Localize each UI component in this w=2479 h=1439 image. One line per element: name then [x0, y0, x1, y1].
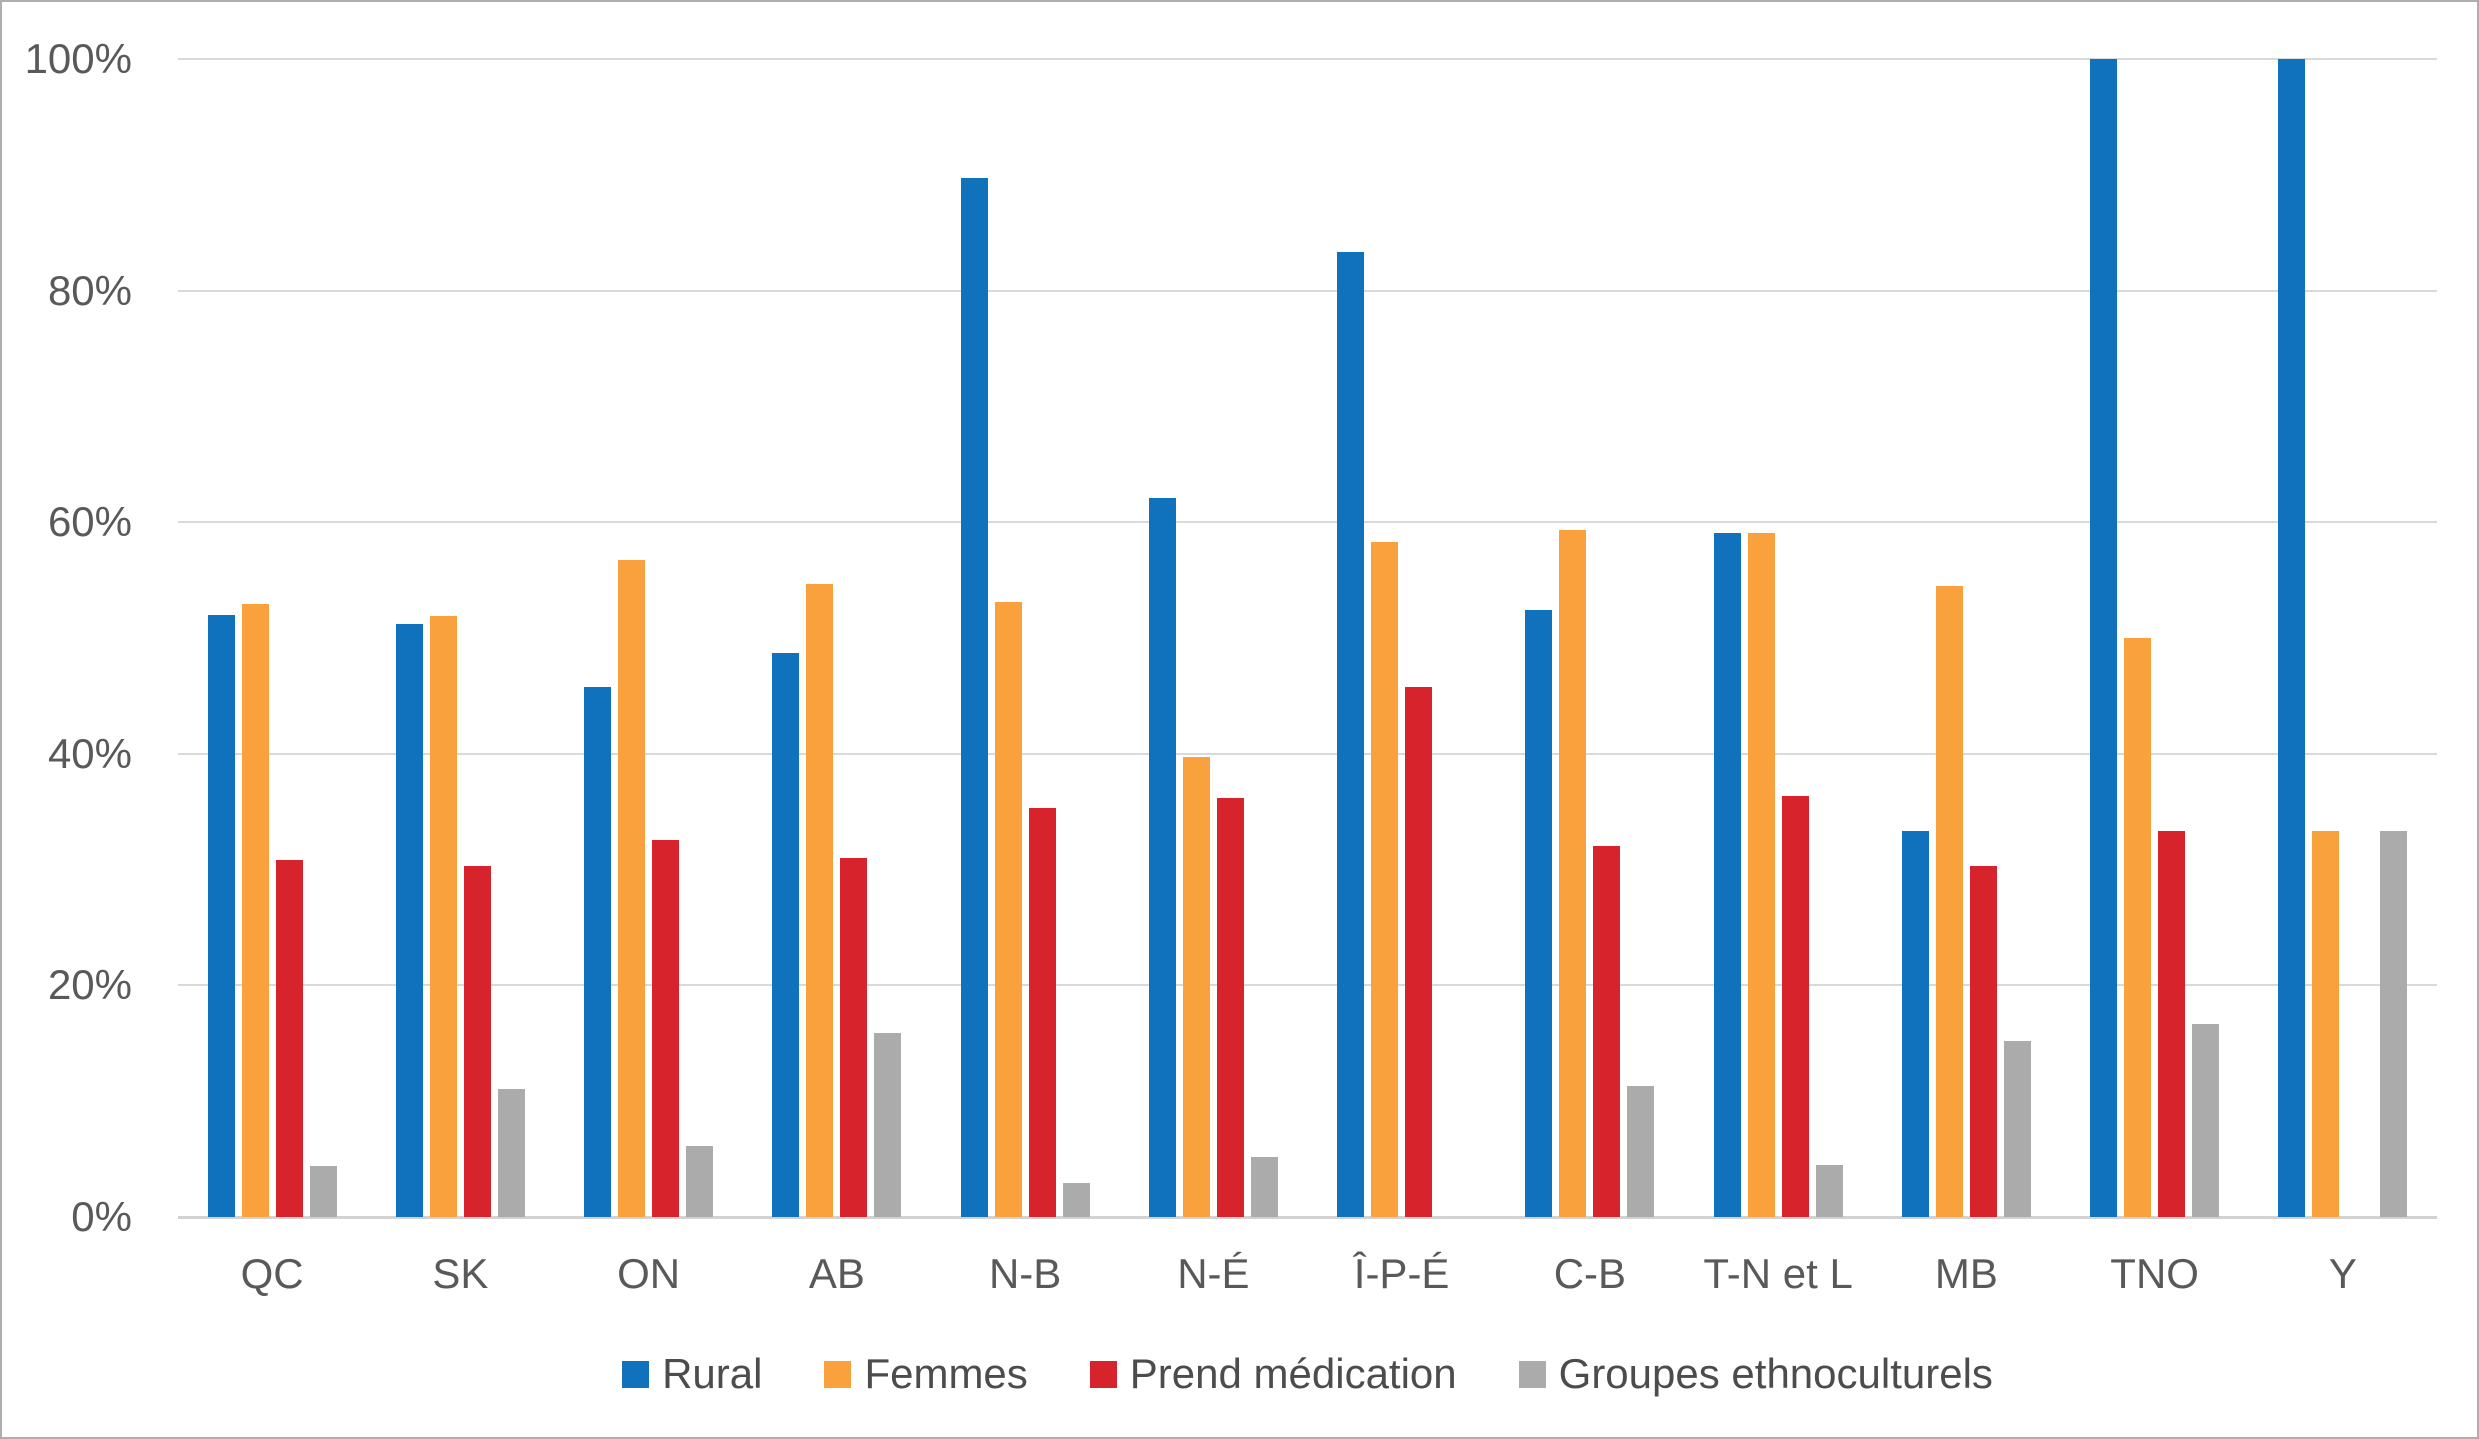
bar-groupes-ethnoculturels-tno [2192, 1023, 2220, 1217]
x-axis-category-label-ab: AB [808, 1250, 865, 1297]
x-axis-category-label-t-n-et-l: T-N et L [1703, 1250, 1853, 1297]
legend-label: Groupes ethnoculturels [1558, 1350, 1993, 1397]
bar-femmes-c-b [1559, 530, 1587, 1217]
bar-group-n-b [931, 59, 1119, 1217]
bar-group-sk [366, 59, 554, 1217]
legend-swatch-prend-medication [1089, 1360, 1117, 1388]
bar-group-on [555, 59, 743, 1217]
bar-groupes-ethnoculturels-t-n-et-l [1815, 1164, 1843, 1217]
legend-swatch-femmes [824, 1360, 852, 1388]
bar-groupes-ethnoculturels-sk [497, 1088, 525, 1217]
legend: Rural Femmes Prend médication Groupes ethno… [178, 1350, 2437, 1398]
bar-prend-medication-sk [463, 866, 491, 1217]
bar-rural-on [584, 686, 612, 1217]
y-axis-tick-label: 20% [47, 961, 132, 1009]
x-axis-category-label-tno: TNO [2110, 1250, 2199, 1297]
bar-group-tno [2061, 59, 2249, 1217]
bar-groupes-ethnoculturels-mb [2003, 1041, 2031, 1217]
legend-item-rural: Rural [622, 1350, 762, 1398]
legend-label: Prend médication [1129, 1350, 1457, 1397]
bar-prend-medication-on [652, 839, 680, 1217]
bar-femmes-mb [1935, 585, 1963, 1217]
bar-prend-medication-t-n-et-l [1781, 795, 1809, 1217]
bar-prend-medication-n-b [1028, 808, 1056, 1217]
bar-rural-i-p-e [1337, 252, 1365, 1217]
bar-group-n-e [1119, 59, 1307, 1217]
bar-groupes-ethnoculturels-qc [309, 1166, 337, 1217]
gridline [178, 58, 2437, 60]
bar-group-c-b [1496, 59, 1684, 1217]
legend-item-groupes-ethnoculturels: Groupes ethnoculturels [1518, 1350, 1993, 1398]
bar-groupes-ethnoculturels-ab [874, 1032, 902, 1217]
y-axis-tick-label: 80% [47, 266, 132, 314]
bar-prend-medication-c-b [1593, 846, 1621, 1217]
legend-swatch-rural [622, 1360, 650, 1388]
bar-rural-tno [2090, 59, 2118, 1217]
y-axis-tick-label: 40% [47, 729, 132, 777]
bar-femmes-t-n-et-l [1747, 532, 1775, 1217]
bar-rural-n-e [1148, 497, 1176, 1217]
bar-groupes-ethnoculturels-y [2380, 831, 2408, 1217]
x-axis-category-label-qc: QC [240, 1250, 304, 1297]
x-axis-category-label-c-b: C-B [1553, 1250, 1627, 1297]
bar-group-ab [743, 59, 931, 1217]
x-axis-category-label-sk: SK [432, 1250, 489, 1297]
bar-groupes-ethnoculturels-n-b [1062, 1183, 1090, 1217]
legend-swatch-groupes-ethnoculturels [1518, 1360, 1546, 1388]
bar-prend-medication-i-p-e [1405, 686, 1433, 1217]
x-axis-category-label-y: Y [2328, 1250, 2357, 1297]
bar-rural-ab [772, 653, 800, 1217]
bar-group-qc [178, 59, 366, 1217]
y-axis-tick-label: 100% [24, 35, 132, 82]
legend-label: Rural [662, 1350, 763, 1397]
x-axis-category-label-on: ON [617, 1250, 681, 1297]
legend-label: Femmes [864, 1350, 1028, 1397]
bar-rural-t-n-et-l [1713, 532, 1741, 1217]
bar-rural-c-b [1525, 610, 1553, 1217]
bar-femmes-n-e [1182, 757, 1210, 1217]
bar-groupes-ethnoculturels-c-b [1627, 1086, 1655, 1217]
bar-prend-medication-mb [1969, 866, 1997, 1217]
gridline [178, 289, 2437, 292]
bar-rural-sk [395, 624, 423, 1217]
bar-femmes-n-b [994, 602, 1022, 1217]
bar-prend-medication-tno [2158, 831, 2186, 1217]
bar-femmes-ab [806, 583, 834, 1217]
bar-femmes-sk [429, 616, 457, 1217]
bar-femmes-y [2312, 831, 2340, 1217]
bar-group-t-n-et-l [1684, 59, 1872, 1217]
bar-femmes-tno [2124, 638, 2152, 1217]
bar-prend-medication-n-e [1216, 797, 1244, 1217]
bar-groupes-ethnoculturels-n-e [1250, 1156, 1278, 1217]
bar-group-i-p-e [1308, 59, 1496, 1217]
bar-rural-qc [207, 614, 235, 1217]
bar-groupes-ethnoculturels-on [686, 1146, 714, 1217]
bar-rural-n-b [960, 178, 988, 1217]
bar-rural-mb [1901, 831, 1929, 1217]
legend-item-femmes: Femmes [824, 1350, 1028, 1398]
legend-item-prend-medication: Prend médication [1089, 1350, 1457, 1398]
bar-rural-y [2278, 59, 2306, 1217]
gridline [178, 752, 2437, 755]
y-axis-tick-label: 0% [71, 1193, 132, 1240]
x-axis-category-label-mb: MB [1934, 1250, 1998, 1297]
bar-prend-medication-qc [275, 860, 303, 1217]
y-axis-tick-label: 60% [47, 498, 132, 546]
x-axis-category-label-i-p-e: Î-P-É [1353, 1250, 1450, 1297]
bar-femmes-on [618, 560, 646, 1217]
x-axis-category-label-n-e: N-É [1177, 1250, 1250, 1297]
gridline [178, 521, 2437, 524]
bar-prend-medication-ab [840, 858, 868, 1217]
x-axis-category-label-n-b: N-B [988, 1250, 1062, 1297]
bar-femmes-i-p-e [1371, 541, 1399, 1217]
bar-group-mb [1872, 59, 2060, 1217]
x-axis-line [178, 1216, 2437, 1219]
bar-femmes-qc [241, 604, 269, 1217]
bar-group-y [2249, 59, 2437, 1217]
gridline [178, 984, 2437, 987]
